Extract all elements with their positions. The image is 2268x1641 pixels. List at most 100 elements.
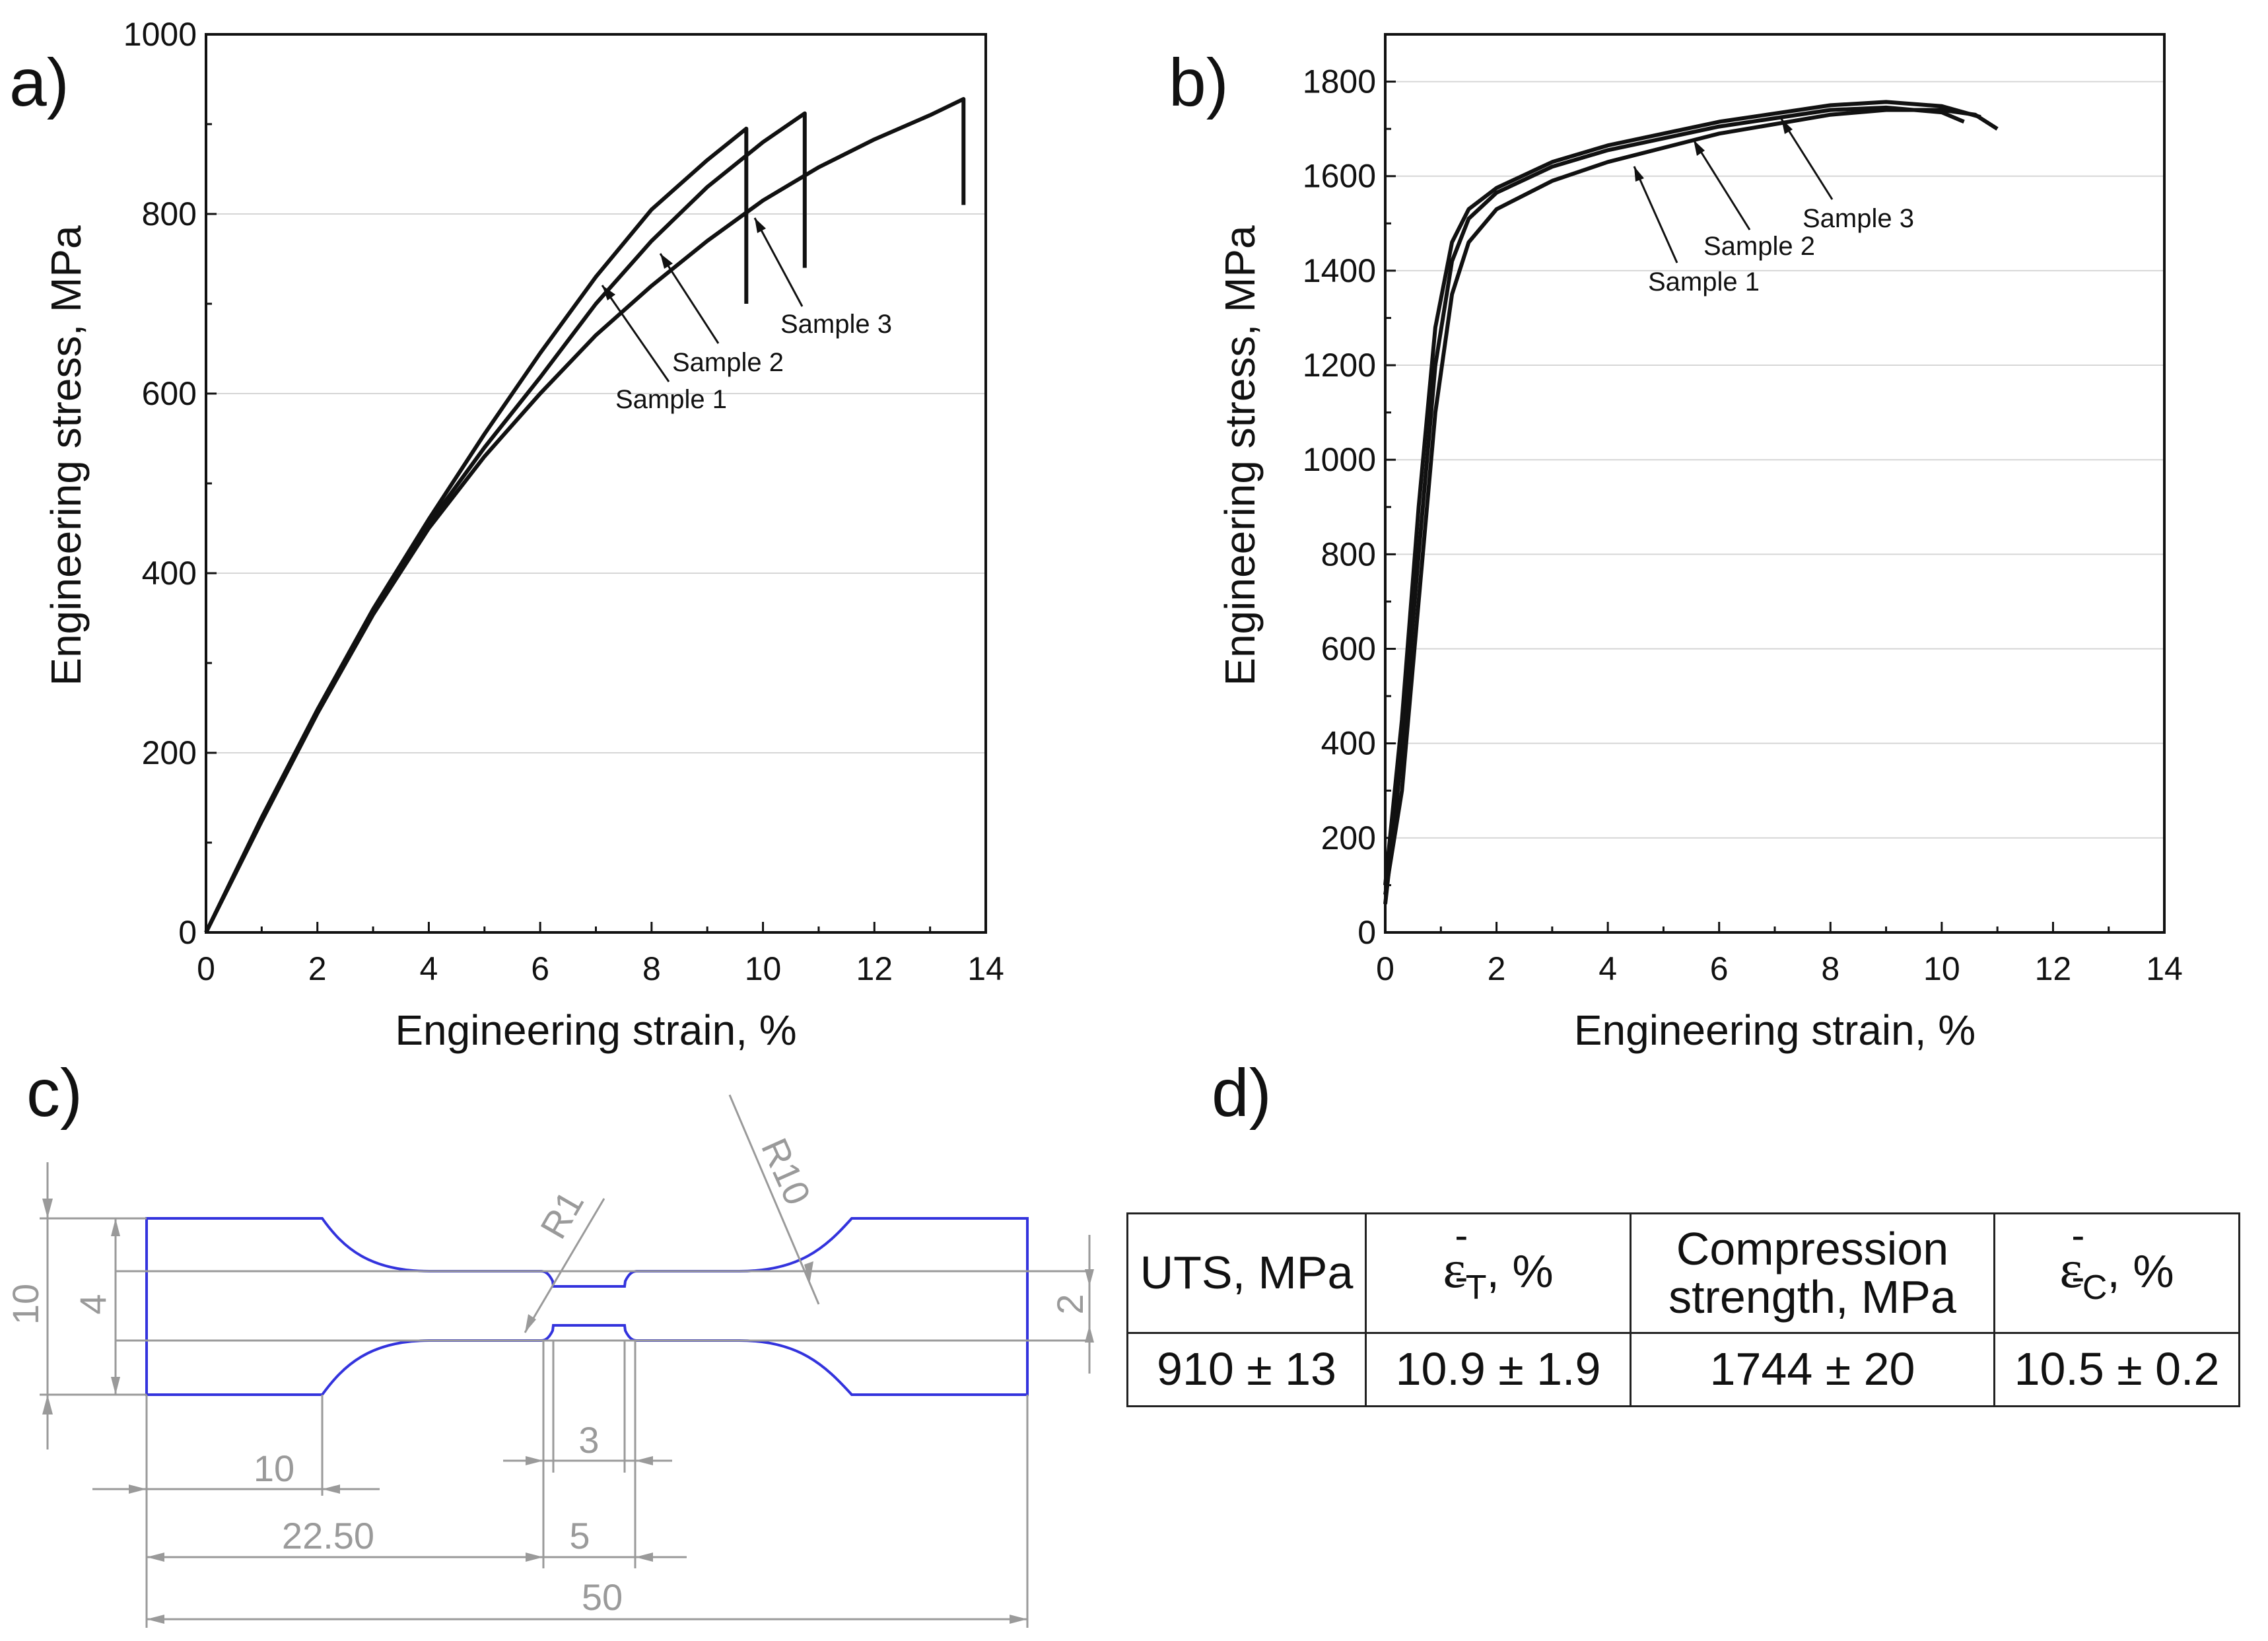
header-uts: UTS, MPa (1126, 1212, 1367, 1334)
arrowhead (42, 1395, 53, 1414)
panel-label-d: d) (1212, 1055, 1272, 1131)
header-elongation-compression: εC, % (1993, 1212, 2240, 1334)
arrowhead (1010, 1615, 1027, 1624)
arrowhead (111, 1218, 120, 1236)
x-tick-label: 6 (1710, 950, 1729, 987)
header-elongation-tension: εT, % (1365, 1212, 1632, 1334)
x-tick-label: 4 (1598, 950, 1617, 987)
annotation-arrow-sample2-b (1692, 139, 1751, 230)
annotation-arrowhead-sample1-a (602, 285, 615, 300)
annotation-arrowhead-sample2-a (660, 254, 673, 269)
annotation-arrow-sample1-a (601, 285, 670, 382)
series-line-sample-1 (204, 126, 749, 934)
header-compression-strength: Compression strength, MPa (1630, 1212, 1995, 1334)
dimension-10: 10 (254, 1448, 294, 1489)
cell-uts: 910 ± 13 (1126, 1332, 1367, 1407)
annotation-label-sample1-a: Sample 1 (615, 385, 727, 414)
unit-percent: , % (2107, 1245, 2174, 1297)
arrowhead (129, 1484, 147, 1494)
x-tick-label: 10 (1923, 950, 1960, 987)
panel-label-a: a) (9, 45, 69, 120)
dimension-3: 3 (578, 1419, 599, 1461)
arrowhead (635, 1553, 653, 1562)
arrowhead (42, 1199, 53, 1218)
x-tick-label: 14 (2146, 950, 2183, 987)
x-axis-title: Engineering strain, % (1574, 1006, 1976, 1054)
x-tick-label: 8 (1821, 950, 1839, 987)
x-tick-label: 10 (745, 950, 782, 987)
table-row: 910 ± 13 10.9 ± 1.9 1744 ± 20 10.5 ± 0.2 (1126, 1332, 2240, 1407)
y-axis-title: Engineering stress, MPa (1216, 225, 1264, 686)
cell-elongation-compression: 10.5 ± 0.2 (1993, 1332, 2240, 1407)
y-tick-label: 400 (1321, 725, 1376, 762)
dimension-50: 50 (582, 1576, 623, 1618)
x-tick-label: 14 (967, 950, 1004, 987)
y-tick-label: 0 (178, 914, 197, 951)
arrowhead (526, 1553, 543, 1562)
y-tick-label: 1800 (1303, 63, 1376, 100)
cell-compression-strength: 1744 ± 20 (1630, 1332, 1995, 1407)
y-tick-label: 600 (1321, 631, 1376, 668)
annotation-arrow-sample3-b (1780, 118, 1834, 200)
dimension-height: 10 (5, 1284, 46, 1325)
properties-table: UTS, MPa εT, % Compression strength, MPa… (1126, 1212, 2240, 1407)
y-tick-label: 400 (142, 555, 197, 592)
x-tick-label: 0 (197, 950, 215, 987)
dimension-4: 4 (72, 1294, 114, 1314)
y-tick-label: 1600 (1303, 158, 1376, 195)
annotation-arrowhead-sample2-b (1694, 140, 1705, 156)
x-tick-label: 8 (642, 950, 661, 987)
chart-b-compression: 0 2 4 6 8 10 12 14 0 200 400 600 800 1000 1200 1400 1600… (1216, 33, 2183, 1054)
arrowhead (526, 1456, 543, 1465)
annotation-label-sample2-b: Sample 2 (1703, 232, 1815, 261)
series-line-sample-3 (204, 96, 966, 934)
annotation-label-sample3-a: Sample 3 (780, 310, 892, 339)
arrowhead (147, 1553, 164, 1562)
x-tick-label: 2 (308, 950, 327, 987)
arrowhead (804, 1261, 813, 1284)
annotation-arrow-sample1-b (1633, 166, 1678, 263)
epsilon-symbol: ε (1443, 1238, 1466, 1299)
unit-percent: , % (1486, 1245, 1554, 1297)
x-tick-label: 4 (420, 950, 438, 987)
x-tick-label: 12 (856, 950, 893, 987)
x-tick-label: 0 (1376, 950, 1394, 987)
arrowhead (525, 1314, 536, 1333)
specimen-drawing: 10 4 2 R1 R10 3 10 22.50 5 50 (5, 1094, 1094, 1628)
y-axis-title: Engineering stress, MPa (42, 225, 90, 686)
y-tick-label: 200 (142, 734, 197, 771)
annotation-label-sample2-a: Sample 2 (672, 348, 784, 377)
dimension-22-50: 22.50 (282, 1515, 374, 1556)
annotation-arrow-sample2-a (659, 253, 720, 344)
x-tick-label: 2 (1488, 950, 1506, 987)
annotation-arrowhead-sample1-b (1634, 166, 1644, 182)
cell-elongation-tension: 10.9 ± 1.9 (1365, 1332, 1632, 1407)
plot-frame (1384, 33, 2166, 934)
x-axis-title: Engineering strain, % (395, 1006, 796, 1054)
arrowhead (322, 1484, 340, 1494)
y-tick-label: 800 (1321, 536, 1376, 573)
annotation-arrowhead-sample3-b (1781, 119, 1793, 134)
dimension-2: 2 (1049, 1294, 1091, 1314)
y-tick-label: 1400 (1303, 252, 1376, 289)
leader-r1 (524, 1198, 605, 1333)
chart-a-annotations: Sample 1 Sample 2 Sample 3 (601, 217, 892, 414)
y-tick-label: 1000 (1303, 441, 1376, 478)
y-tick-label: 200 (1321, 820, 1376, 856)
annotation-label-sample3-b: Sample 3 (1803, 204, 1914, 233)
leader-r10 (728, 1094, 820, 1305)
x-tick-label: 12 (2035, 950, 2072, 987)
plot-frame (205, 33, 987, 934)
arrowhead (1085, 1269, 1094, 1286)
arrowhead (1085, 1325, 1094, 1343)
chart-b-annotations: Sample 1 Sample 2 Sample 3 (1633, 118, 1914, 297)
panel-label-c: c) (26, 1055, 83, 1131)
specimen-outline-top (145, 1217, 1029, 1396)
arrowhead (635, 1456, 653, 1465)
panel-label-b: b) (1169, 45, 1229, 120)
series-line-sample-2 (1383, 105, 1965, 905)
x-tick-label: 6 (531, 950, 549, 987)
epsilon-subscript-t: T (1465, 1268, 1487, 1307)
series-line-sample-3 (1383, 100, 1981, 886)
chart-a-tension: 0 2 4 6 8 10 12 14 0 200 400 600 800 1000 Engineering … (42, 16, 1004, 1054)
